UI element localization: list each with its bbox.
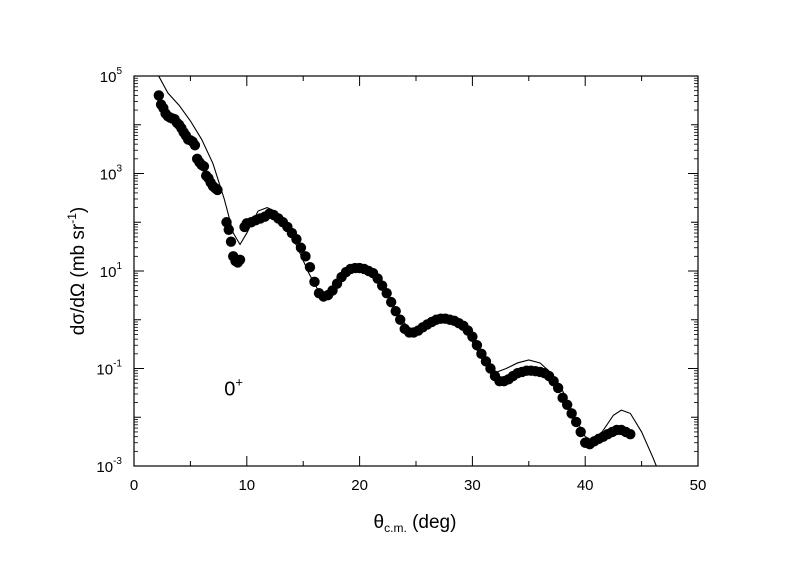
y-axis-label: dσ/dΩ (mb sr-1) <box>65 207 89 335</box>
y-tick-label-exp: -3 <box>113 456 122 467</box>
x-tick-label: 0 <box>130 477 138 494</box>
model-curve <box>158 76 657 466</box>
data-point <box>467 331 478 342</box>
x-tick-label: 40 <box>577 477 594 494</box>
data-point <box>153 90 165 101</box>
y-tick-label: 10-1 <box>96 359 122 379</box>
plot-frame <box>133 75 699 467</box>
x-axis-label-sub: c.m. <box>384 521 407 535</box>
y-axis-label-rest: ) <box>68 207 89 213</box>
data-point <box>471 340 483 351</box>
data-point <box>575 426 586 438</box>
x-tick-label: 30 <box>464 477 481 494</box>
plot-area <box>153 76 657 466</box>
y-tick-label-base: 10 <box>100 167 117 184</box>
y-tick-label: 105 <box>100 66 123 86</box>
y-tick-label: 103 <box>100 164 123 184</box>
data-point <box>552 382 564 394</box>
y-tick-label-exp: 5 <box>116 66 122 77</box>
plot-clip-group <box>153 76 657 466</box>
y-tick-label-base: 10 <box>96 459 113 476</box>
y-tick-label-base: 10 <box>100 69 117 86</box>
data-point <box>625 428 636 440</box>
data-point <box>395 314 406 325</box>
axis-ticks <box>133 75 699 467</box>
y-tick-label: 10-3 <box>96 456 122 476</box>
x-axis-label-rest: (deg) <box>407 512 457 533</box>
x-tick-label: 10 <box>238 477 255 494</box>
state-annotation-text: 0 <box>224 378 235 400</box>
x-tick-label: 50 <box>690 477 707 494</box>
y-axis-label-sup: -1 <box>65 213 79 224</box>
y-tick-label: 101 <box>100 261 123 281</box>
y-tick-label-base: 10 <box>100 264 117 281</box>
y-tick-label-base: 10 <box>96 362 113 379</box>
data-point <box>309 276 320 288</box>
data-point <box>225 236 237 247</box>
data-point <box>476 348 487 360</box>
y-tick-label-exp: 1 <box>116 261 122 272</box>
x-tick-label: 20 <box>351 477 368 494</box>
x-axis-label-main: θ <box>374 512 385 533</box>
y-axis-label-main: dσ/dΩ (mb sr <box>68 223 89 335</box>
data-point <box>189 140 201 151</box>
state-annotation-sup: + <box>235 374 243 389</box>
data-point <box>198 161 210 172</box>
y-tick-label-exp: -1 <box>113 359 122 370</box>
x-axis-label: θc.m. (deg) <box>374 512 457 535</box>
data-point <box>234 254 246 265</box>
y-tick-label-exp: 3 <box>116 164 122 175</box>
data-point <box>291 233 302 245</box>
state-annotation: 0+ <box>224 374 243 400</box>
